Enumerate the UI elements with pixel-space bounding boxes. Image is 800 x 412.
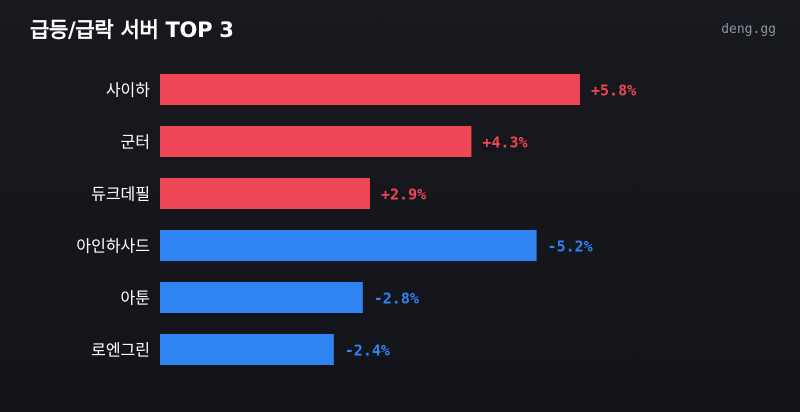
category-label: 아툰 bbox=[121, 289, 150, 308]
bar bbox=[160, 230, 537, 261]
brand-label[interactable]: deng.gg bbox=[721, 22, 776, 37]
bar bbox=[160, 126, 472, 157]
bar bbox=[160, 334, 334, 365]
category-label: 아인하사드 bbox=[76, 237, 150, 256]
category-label: 듀크데필 bbox=[91, 185, 150, 204]
value-label: +4.3% bbox=[482, 134, 527, 152]
category-label: 로엔그린 bbox=[91, 341, 150, 360]
value-label: -2.8% bbox=[374, 290, 419, 308]
category-label: 군터 bbox=[121, 133, 150, 152]
bar bbox=[160, 282, 363, 313]
bar bbox=[160, 178, 370, 209]
category-label: 사이하 bbox=[106, 81, 150, 100]
value-label: +2.9% bbox=[381, 186, 426, 204]
value-label: +5.8% bbox=[591, 82, 636, 100]
bar bbox=[160, 74, 580, 105]
page-title: 급등/급락 서버 TOP 3 bbox=[30, 18, 234, 42]
value-label: -2.4% bbox=[345, 342, 390, 360]
value-label: -5.2% bbox=[548, 238, 593, 256]
